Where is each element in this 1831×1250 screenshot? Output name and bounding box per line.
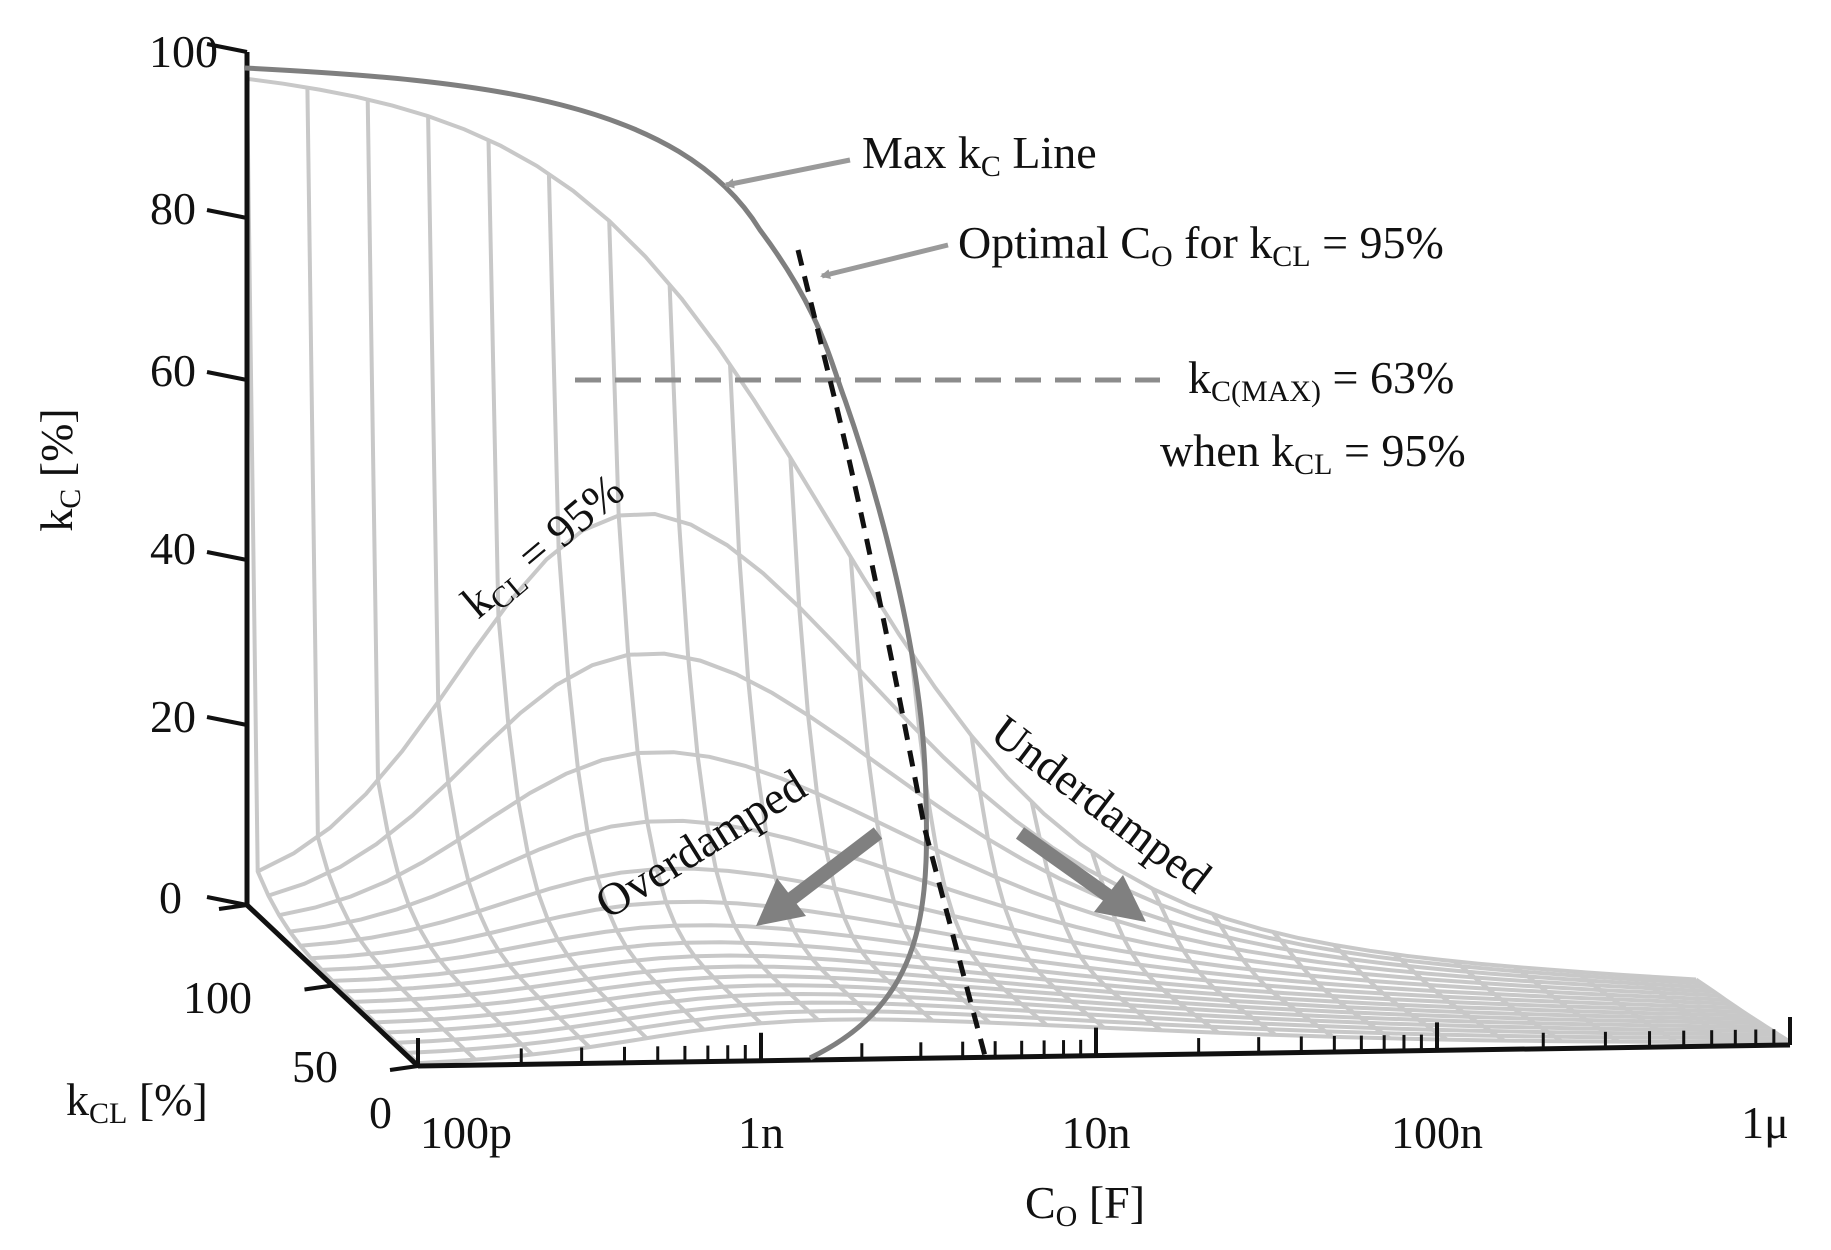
annotation-optimal-b: for k: [1173, 217, 1273, 268]
y-tick-60: [206, 370, 248, 382]
x-axis-title: CO [F]: [1025, 1177, 1145, 1233]
annotation-optimal-b-sub: CL: [1272, 240, 1310, 273]
mesh-co-line: [1574, 969, 1677, 1044]
mesh-co-line: [245, 78, 420, 1065]
annotation-kc-max-b: = 63%: [1321, 352, 1454, 403]
y-tick-label-60: 60: [150, 345, 196, 396]
mesh-co-line: [1332, 943, 1449, 1042]
x-ticks: [416, 1017, 1792, 1066]
y-tick-100: [206, 42, 248, 54]
annotation-when-kcl: when kCL = 95%: [1160, 425, 1466, 481]
annotation-when-sub: CL: [1294, 448, 1332, 481]
depth-axis-title-main: k: [66, 1074, 89, 1125]
max-kc-line: [244, 65, 930, 1061]
overdamped-arrow-shaft: [785, 827, 883, 906]
underdamped-arrow-head: [1094, 875, 1146, 922]
x-axis-line: [417, 1042, 1791, 1069]
annotation-when-b: = 95%: [1332, 425, 1465, 476]
mesh-co-line: [788, 457, 934, 1023]
mesh-co-line: [305, 87, 477, 1062]
depth-tick-100: [218, 903, 248, 911]
y-axis-title-unit: [%]: [31, 408, 82, 488]
overdamped-arrow: [756, 827, 883, 926]
annotation-max-kc-line: Max kC Line: [862, 127, 1097, 183]
optimal-co-line: [795, 249, 988, 1057]
annotation-kcl-curve: kCL = 95%: [452, 463, 637, 631]
mesh-co-line: [546, 173, 706, 1032]
mesh-co-line: [1392, 952, 1506, 1043]
depth-tick-50: [304, 983, 333, 992]
annotation-max-kc-line-sub: C: [981, 150, 1001, 183]
x-axis-title-main: C: [1025, 1177, 1056, 1228]
max-line-pointer-arrow: [724, 157, 851, 189]
optimal-pointer-arrow: [820, 242, 949, 279]
mesh-co-line: [607, 220, 763, 1025]
annotation-underdamped: Underdamped: [982, 705, 1221, 903]
mesh-co-line: [1029, 802, 1163, 1032]
x-tick-label-10n: 10n: [1062, 1107, 1131, 1158]
y-tick-40: [206, 550, 248, 562]
depth-tick-0: [389, 1064, 419, 1072]
y-axis-title-main: k: [31, 509, 82, 532]
depth-axis-title-unit: [%]: [127, 1074, 207, 1125]
y-tick-20: [206, 715, 248, 727]
depth-tick-label-100: 100: [183, 972, 252, 1023]
mesh-co-line: [1271, 930, 1391, 1040]
mesh-co-line: [969, 735, 1106, 1030]
y-ticks: [206, 42, 248, 907]
annotation-optimal-co: Optimal CO for kCL = 95%: [958, 217, 1444, 273]
surface-mesh: [245, 76, 1792, 1066]
annotation-max-kc-line-main: Max k: [862, 127, 981, 178]
x-tick-label-1u: 1μ: [1741, 1097, 1789, 1148]
mesh-co-line: [1453, 959, 1563, 1043]
annotation-kcl-curve-b: = 95%: [499, 463, 634, 588]
annotation-kc-max: kC(MAX) = 63%: [1188, 352, 1454, 408]
mesh-co-line: [728, 364, 877, 1021]
y-axis-title: kC [%]: [31, 408, 87, 531]
x-tick-label-1n: 1n: [738, 1107, 784, 1158]
y-tick-80: [206, 208, 248, 220]
mesh-co-line: [1211, 913, 1334, 1039]
x-axis-title-unit: [F]: [1077, 1177, 1145, 1228]
annotation-when-a: when k: [1160, 425, 1294, 476]
depth-tick-label-0: 0: [369, 1087, 392, 1138]
annotation-optimal-c: = 95%: [1311, 217, 1444, 268]
annotation-optimal-a: Optimal C: [958, 217, 1151, 268]
annotation-optimal-a-sub: O: [1151, 240, 1173, 273]
mesh-co-line: [667, 284, 820, 1022]
mesh-co-line: [486, 139, 649, 1040]
mesh-kcl-line: [246, 76, 1697, 982]
x-tick-label-100n: 100n: [1391, 1107, 1483, 1158]
y-tick-label-40: 40: [150, 523, 196, 574]
y-tick-label-0: 0: [159, 872, 182, 923]
mesh-co-line: [1513, 965, 1620, 1044]
y-tick-label-80: 80: [150, 183, 196, 234]
underdamped-arrow-shaft: [1015, 827, 1115, 903]
underdamped-arrow: [1015, 827, 1146, 922]
y-tick-0: [206, 895, 248, 907]
y-tick-label-20: 20: [150, 691, 196, 742]
x-axis-title-sub: O: [1056, 1200, 1078, 1233]
annotation-max-kc-line-rest: Line: [1001, 127, 1097, 178]
depth-axis-title: kCL [%]: [66, 1074, 208, 1130]
y-tick-label-100: 100: [149, 26, 218, 77]
mesh-co-line: [1634, 974, 1734, 1044]
mesh-co-line: [365, 99, 534, 1056]
mesh-co-line: [848, 556, 991, 1025]
mesh-co-line: [1150, 887, 1277, 1037]
depth-ticks: [218, 903, 419, 1072]
mesh-co-line: [909, 652, 1049, 1027]
depth-tick-label-50: 50: [292, 1041, 338, 1092]
annotation-kc-max-sub: C(MAX): [1211, 375, 1321, 408]
y-axis-title-sub: C: [54, 489, 87, 509]
depth-axis-title-sub: CL: [89, 1097, 127, 1130]
overdamped-arrow-head: [756, 878, 806, 926]
annotation-kc-max-a: k: [1188, 352, 1211, 403]
mesh-co-line: [426, 116, 591, 1049]
x-tick-label-100p: 100p: [420, 1107, 512, 1158]
